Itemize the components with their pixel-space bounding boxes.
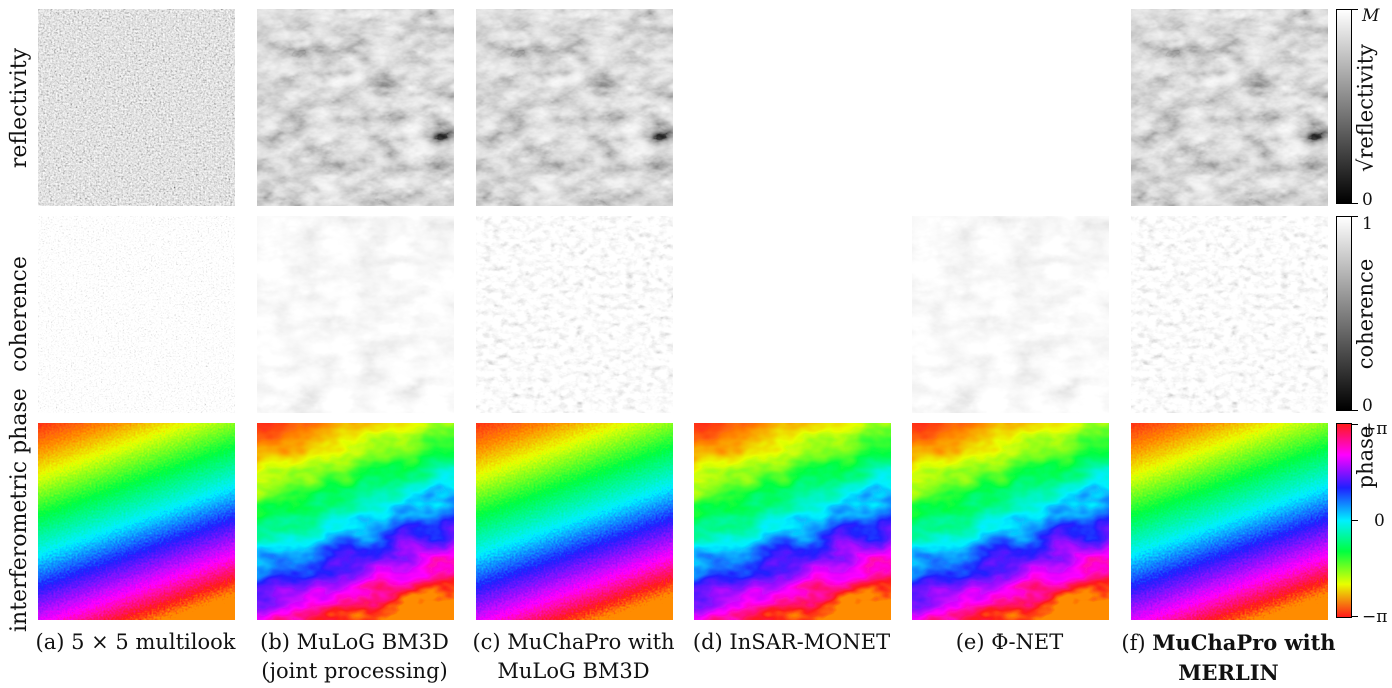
colorbar-tick bbox=[1352, 616, 1358, 617]
colorbar-phase-mid-label: 0 bbox=[1374, 511, 1385, 531]
caption-b: (b) MuLoG BM3D (joint processing) bbox=[247, 628, 462, 686]
caption-f-prefix: (f) bbox=[1121, 631, 1153, 655]
panel-phase-f bbox=[1131, 423, 1328, 620]
panel-reflectivity-f bbox=[1131, 9, 1328, 206]
panel-coherence-f bbox=[1131, 216, 1328, 413]
panel-coherence-c bbox=[476, 216, 673, 413]
caption-b-line2: (joint processing) bbox=[261, 659, 448, 683]
colorbar-phase bbox=[1336, 423, 1352, 618]
colorbar-reflectivity-top-label: M bbox=[1362, 6, 1380, 26]
panel-coherence-e bbox=[912, 216, 1109, 413]
caption-a: (a) 5 × 5 multilook bbox=[28, 628, 243, 657]
caption-a-line1: (a) 5 × 5 multilook bbox=[35, 630, 236, 654]
colorbar-tick bbox=[1352, 520, 1358, 521]
caption-f: (f) MuChaPro with MERLIN bbox=[1121, 628, 1336, 688]
colorbar-reflectivity-bottom-label: 0 bbox=[1362, 190, 1373, 210]
colorbar-phase-bottom-label: −π bbox=[1362, 607, 1388, 627]
colorbar-coherence-label: coherence bbox=[1353, 258, 1378, 370]
caption-f-bold2: MERLIN bbox=[1178, 660, 1279, 685]
panel-phase-b bbox=[257, 423, 454, 620]
colorbar-tick bbox=[1352, 203, 1358, 204]
caption-c-line1: (c) MuChaPro with bbox=[472, 630, 675, 654]
colorbar-tick bbox=[1352, 9, 1358, 10]
caption-c-line2: MuLoG BM3D bbox=[497, 659, 650, 683]
panel-phase-d bbox=[694, 423, 891, 620]
panel-reflectivity-a bbox=[38, 9, 235, 206]
panel-phase-c bbox=[476, 423, 673, 620]
caption-e: (e) Φ-NET bbox=[902, 628, 1117, 657]
caption-c: (c) MuChaPro with MuLoG BM3D bbox=[466, 628, 681, 686]
panel-reflectivity-b bbox=[257, 9, 454, 206]
caption-e-line1: (e) Φ-NET bbox=[955, 630, 1064, 654]
row-label-reflectivity: reflectivity bbox=[7, 47, 32, 169]
colorbar-coherence bbox=[1336, 216, 1352, 411]
panel-coherence-b bbox=[257, 216, 454, 413]
colorbar-tick bbox=[1352, 216, 1358, 217]
panel-reflectivity-c bbox=[476, 9, 673, 206]
colorbar-reflectivity-label: √reflectivity bbox=[1353, 43, 1378, 173]
colorbar-phase-label: phase bbox=[1353, 425, 1378, 489]
colorbar-coherence-top-label: 1 bbox=[1362, 214, 1373, 234]
colorbar-coherence-bottom-label: 0 bbox=[1362, 396, 1373, 416]
caption-d-line1: (d) InSAR-MONET bbox=[692, 630, 891, 654]
caption-f-bold1: MuChaPro with bbox=[1152, 630, 1336, 655]
caption-f-line2: MERLIN bbox=[1121, 658, 1336, 688]
colorbar-reflectivity bbox=[1336, 9, 1352, 204]
colorbar-tick bbox=[1352, 410, 1358, 411]
row-label-phase: interferometric phase bbox=[7, 388, 32, 632]
panel-coherence-a bbox=[38, 216, 235, 413]
caption-d: (d) InSAR-MONET bbox=[684, 628, 899, 657]
row-label-coherence: coherence bbox=[7, 256, 32, 372]
colorbar-phase-top-label: +π bbox=[1362, 419, 1388, 439]
panel-phase-a bbox=[38, 423, 235, 620]
panel-phase-e bbox=[912, 423, 1109, 620]
caption-f-line1: (f) MuChaPro with bbox=[1121, 628, 1336, 658]
colorbar-tick bbox=[1352, 424, 1358, 425]
caption-b-line1: (b) MuLoG BM3D bbox=[260, 630, 449, 654]
